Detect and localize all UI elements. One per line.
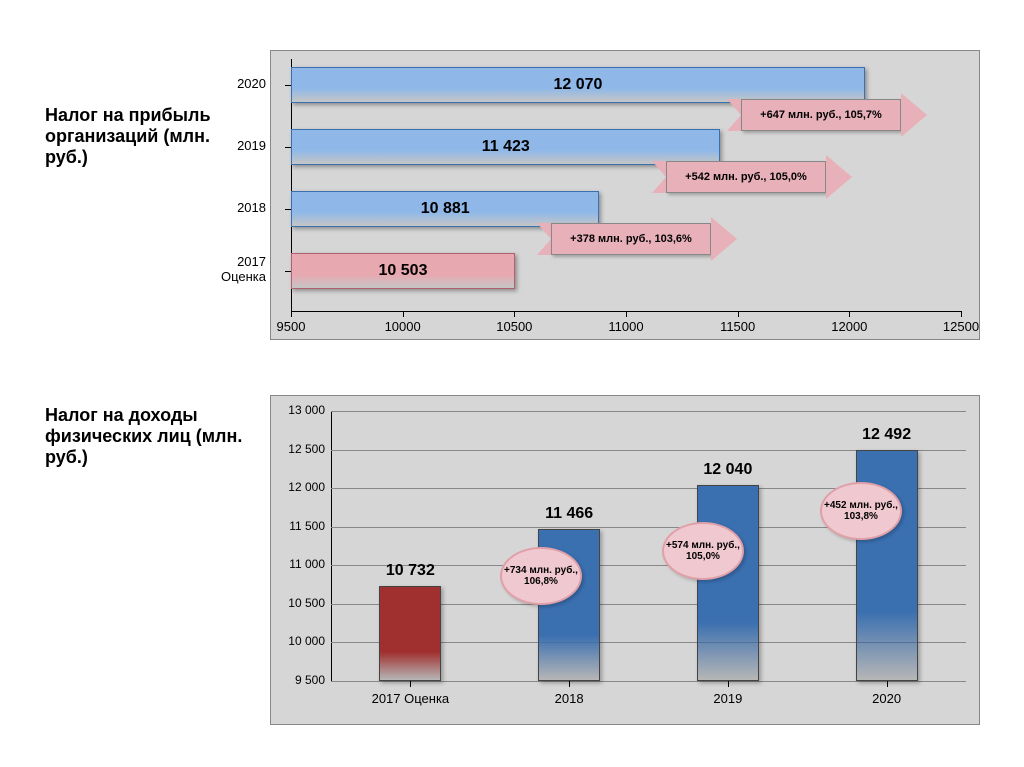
chart1-title: Налог на прибыль организаций (млн. руб.) [45, 105, 255, 168]
chart1-bar: 11 423 [291, 129, 720, 165]
chart1-xtick [738, 311, 739, 317]
chart1-bar: 10 503 [291, 253, 515, 289]
chart2-ytick-label: 10 000 [277, 634, 325, 648]
chart2-container: 9 500 10 000 10 500 11 000 11 500 12 000 12 50… [270, 395, 980, 725]
chart1-ytick [285, 85, 291, 86]
chart2-ytick-label: 12 000 [277, 480, 325, 494]
chart2-gridline [331, 411, 966, 412]
chart1-bar: 10 881 [291, 191, 599, 227]
chart1-xtick [403, 311, 404, 317]
chart1-xtick-label: 12500 [936, 319, 986, 334]
chart1-xtick-label: 10500 [489, 319, 539, 334]
chart2-bar [379, 586, 441, 681]
chart2-bar-value: 12 492 [837, 426, 937, 444]
chart1-xtick-label: 11500 [713, 319, 763, 334]
chart1-xtick [291, 311, 292, 317]
chart1-category-label: 2017 Оценка [200, 254, 266, 284]
chart2-bar-value: 11 466 [519, 505, 619, 523]
chart1-xtick [514, 311, 515, 317]
chart2-category-label: 2017 Оценка [350, 691, 470, 706]
chart1-xtick-label: 11000 [601, 319, 651, 334]
chart2-category-label: 2020 [827, 691, 947, 706]
chart2-ytick-label: 11 000 [277, 557, 325, 571]
arrow-head-icon [826, 155, 852, 199]
chart1-ytick [285, 147, 291, 148]
chart1-arrow-annotation: +378 млн. руб., 103,6% [551, 223, 739, 267]
chart1-category-label: 2019 [200, 138, 266, 153]
chart1-arrow-annotation: +647 млн. руб., 105,7% [741, 99, 929, 143]
arrow-body: +647 млн. руб., 105,7% [741, 99, 901, 131]
chart2-category-label: 2018 [509, 691, 629, 706]
chart2-gridline [331, 681, 966, 682]
chart2-xtick [887, 681, 888, 687]
arrow-body: +378 млн. руб., 103,6% [551, 223, 711, 255]
chart2-xtick [569, 681, 570, 687]
chart1-xtick [849, 311, 850, 317]
chart2-yaxis-line [331, 411, 332, 681]
arrow-body: +542 млн. руб., 105,0% [666, 161, 826, 193]
chart2-ytick-label: 12 500 [277, 442, 325, 456]
chart2-ytick-label: 10 500 [277, 596, 325, 610]
chart1-category-label: 2020 [200, 76, 266, 91]
chart1-xtick-label: 9500 [266, 319, 316, 334]
chart1-xtick [961, 311, 962, 317]
chart2-category-label: 2019 [668, 691, 788, 706]
chart2-ytick-label: 13 000 [277, 403, 325, 417]
chart2-title: Налог на доходы физических лиц (млн. руб… [45, 405, 245, 468]
chart2-bubble-annotation: +574 млн. руб., 105,0% [662, 522, 744, 580]
chart1-xtick [626, 311, 627, 317]
chart2-ytick-label: 11 500 [277, 519, 325, 533]
chart2-bubble-annotation: +734 млн. руб., 106,8% [500, 547, 582, 605]
chart1-bar: 12 070 [291, 67, 865, 103]
chart1-container: 950010000105001100011500120001250012 070… [270, 50, 980, 340]
chart2-ytick-label: 9 500 [277, 673, 325, 687]
chart1-ytick [285, 271, 291, 272]
chart1-xtick-label: 10000 [378, 319, 428, 334]
chart1-category-label: 2018 [200, 200, 266, 215]
chart2-bar-value: 10 732 [360, 562, 460, 580]
chart2-bar-value: 12 040 [678, 461, 778, 479]
chart1-arrow-annotation: +542 млн. руб., 105,0% [666, 161, 854, 205]
chart2-xtick [728, 681, 729, 687]
chart1-xtick-label: 12000 [824, 319, 874, 334]
chart1-ytick [285, 209, 291, 210]
arrow-head-icon [711, 217, 737, 261]
chart2-bar [697, 485, 759, 681]
arrow-head-icon [901, 93, 927, 137]
chart2-bubble-annotation: +452 млн. руб., 103,8% [820, 482, 902, 540]
chart2-xtick [410, 681, 411, 687]
